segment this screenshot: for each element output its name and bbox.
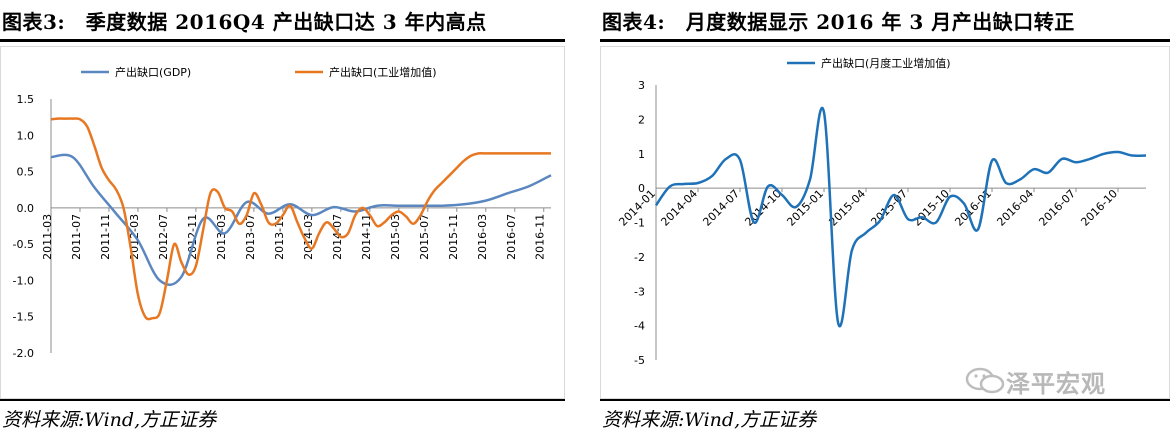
y-tick-label: 0.0 [17,202,35,215]
x-tick-label: 2014-11 [360,214,373,260]
x-tick-label: 2011-11 [99,214,112,260]
x-tick-label: 2016-01 [952,187,994,229]
y-tick-label: 1.5 [17,93,35,106]
left-figure-panel: 图表3: 季度数据 2016Q4 产出缺口达 3 年内高点 1.5 1.0 0.5 0… [0,0,565,432]
x-tick-label: 2011-03 [41,214,54,260]
x-tick-label: 2014-07 [700,187,742,229]
y-tick-label: -2.0 [13,347,34,360]
left-chart-svg: 1.5 1.0 0.5 0.0 -0.5 -1.0 -1.5 -2.0 2011-03 2011-… [13,65,552,360]
x-tick-label: 2013-11 [273,214,286,260]
x-tick-label: 2012-11 [186,214,199,260]
y-tick-label: 2 [638,113,645,126]
series-line-2 [50,117,551,321]
x-tick-label: 2015-04 [826,187,868,229]
x-tick-label: 2016-03 [476,214,489,260]
y-tick-label: -5 [634,354,645,367]
left-figure-title: 图表3: 季度数据 2016Q4 产出缺口达 3 年内高点 [2,10,487,34]
watermark-text: 泽平宏观 [1006,370,1106,398]
legend-label-2: 产出缺口(工业增加值) [329,65,437,79]
x-tick-label: 2016-07 [505,214,518,260]
legend-label-1: 产出缺口(月度工业增加值) [821,56,951,70]
right-chart-area: 3 2 1 0 -1 -2 -3 -4 -5 2014-01 2014-04 2014-07 2014-… [600,46,1170,399]
y-tick-label: 3 [638,79,645,92]
series-line-1 [654,107,1147,328]
legend-label-1: 产出缺口(GDP) [115,65,191,79]
x-tick-label: 2011-07 [70,214,83,260]
x-tick-label: 2015-11 [447,214,460,260]
y-tick-label: -4 [634,320,645,333]
left-chart-area: 1.5 1.0 0.5 0.0 -0.5 -1.0 -1.5 -2.0 2011-03 2011-… [0,46,565,399]
right-figure-title: 图表4: 月度数据显示 2016 年 3 月产出缺口转正 [602,10,1075,34]
y-tick-label: 1.0 [17,129,35,142]
x-tick-label: 2016-07 [1036,187,1078,229]
y-tick-label: 0 [638,182,645,195]
y-tick-label: -3 [634,285,645,298]
left-source-rule [0,399,565,401]
x-tick-label: 2014-07 [331,214,344,260]
right-figure-panel: 图表4: 月度数据显示 2016 年 3 月产出缺口转正 3 2 1 0 -1 -2 -3 -… [600,0,1170,432]
y-tick-label: -2 [634,251,645,264]
wechat-icon [965,367,1005,394]
x-tick-label: 2015-07 [418,214,431,260]
series-line-1 [50,153,552,286]
x-tick-label: 2015-07 [868,187,910,229]
y-tick-label: 0.5 [17,166,35,179]
right-source-note: 资料来源:Wind,方正证券 [602,409,817,431]
y-tick-label: 1 [638,148,645,161]
x-tick-label: 2012-07 [157,214,170,260]
x-tick-label: 2016-10 [1078,187,1120,229]
left-title-rule [0,39,565,42]
y-tick-label: -0.5 [13,238,34,251]
x-tick-label: 2016-11 [534,214,547,260]
y-tick-label: -1.0 [13,274,34,287]
right-title-rule [600,39,1170,42]
x-tick-label: 2015-03 [389,214,402,260]
right-source-rule [600,399,1170,401]
x-tick-label: 2016-04 [994,187,1036,229]
y-tick-label: -1.5 [13,311,34,324]
y-tick-label: -1 [634,217,645,230]
x-tick-label: 2013-07 [244,214,257,260]
left-source-note: 资料来源:Wind,方正证券 [2,409,217,431]
x-tick-label: 2013-03 [215,214,228,260]
